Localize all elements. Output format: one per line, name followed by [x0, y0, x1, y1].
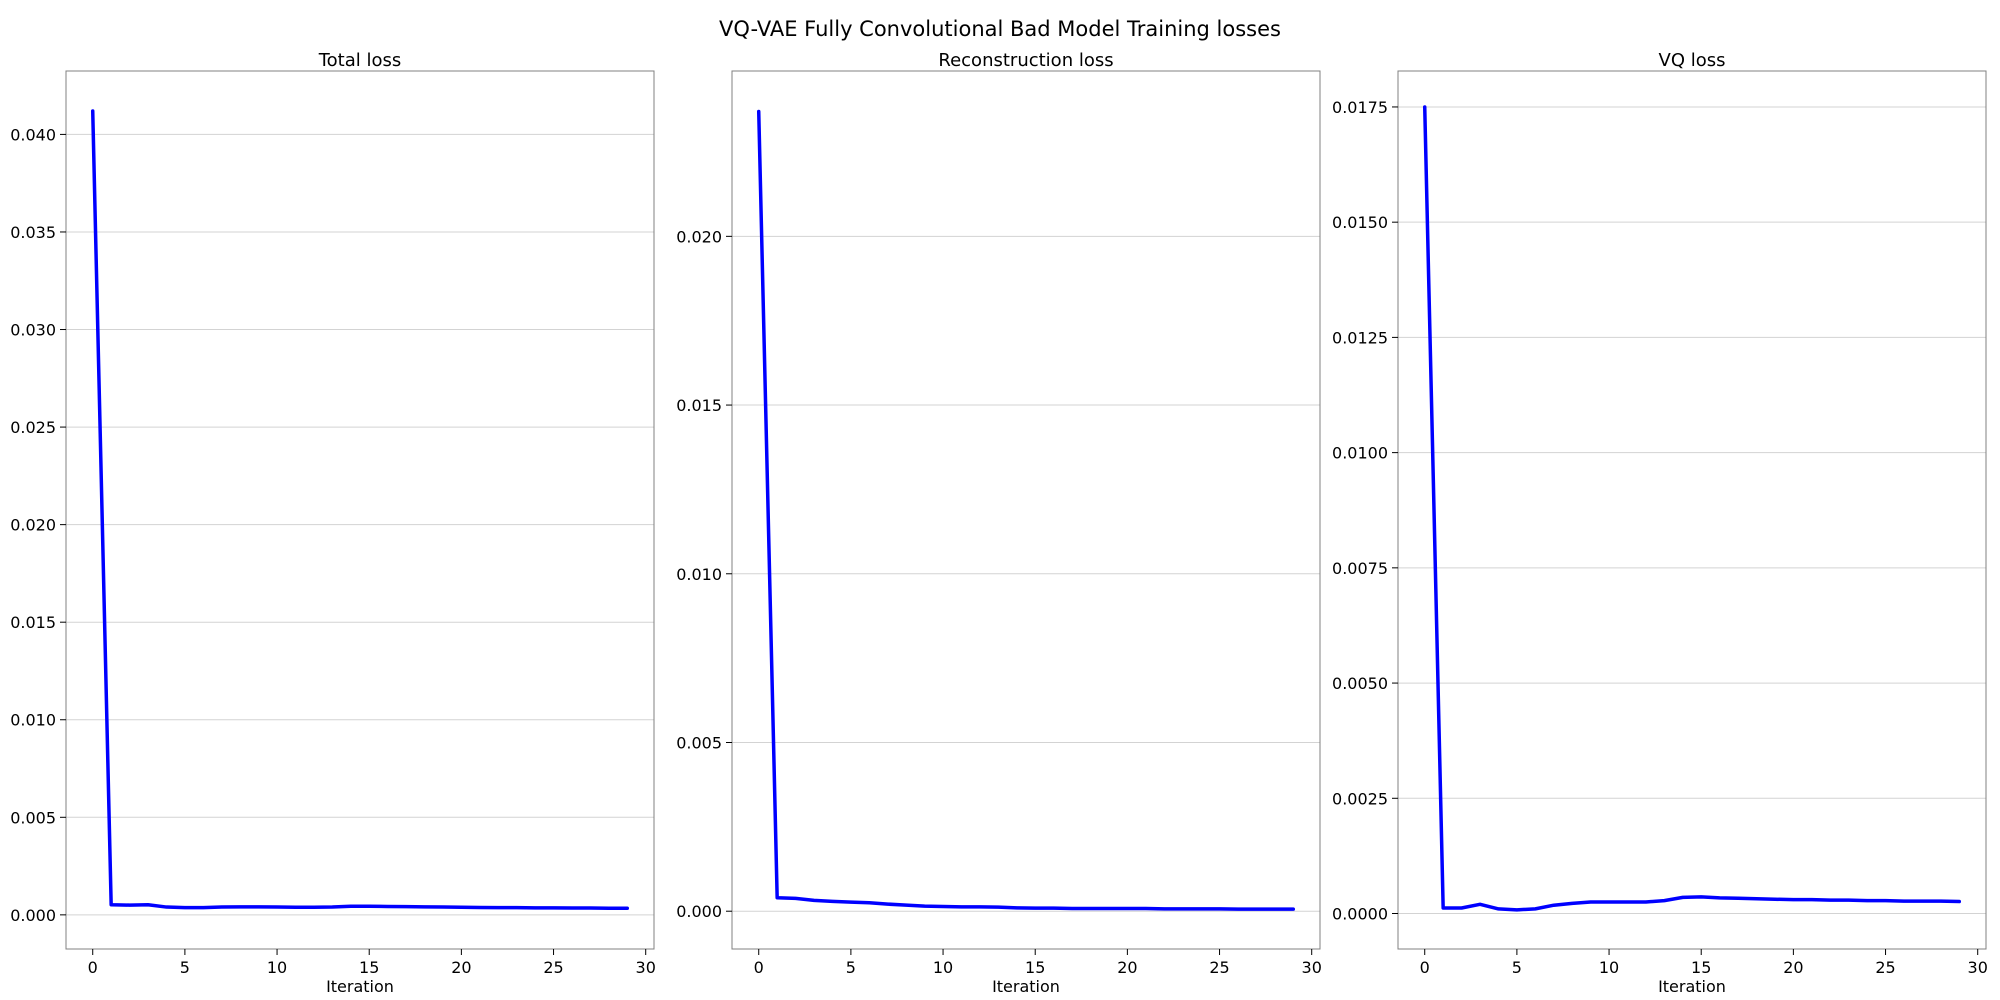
- y-tick-label: 0.005: [676, 733, 722, 752]
- x-tick-label: 20: [1117, 958, 1137, 977]
- y-tick-label: 0.010: [10, 711, 56, 730]
- x-tick-label: 30: [1968, 958, 1988, 977]
- x-tick-label: 10: [1599, 958, 1619, 977]
- axes-frame: [1397, 70, 1987, 950]
- x-tick-label: 10: [267, 958, 287, 977]
- axes-frame: [65, 70, 655, 950]
- y-tick-label: 0.000: [676, 902, 722, 921]
- x-tick-label: 0: [754, 958, 764, 977]
- y-tick-label: 0.020: [676, 227, 722, 246]
- y-tick-label: 0.0100: [1332, 444, 1388, 463]
- y-tick-label: 0.015: [10, 613, 56, 632]
- y-tick-label: 0.0125: [1332, 328, 1388, 347]
- subplot-2: 0.0000 0.0025 0.0050 0.0075 0.0100 0.0125 0.01…: [1332, 50, 1988, 996]
- x-tick-label: 25: [543, 958, 563, 977]
- x-tick-label: 25: [1209, 958, 1229, 977]
- loss-series-line: [90, 109, 630, 910]
- axes-frame: [731, 70, 1321, 950]
- x-tick-label: 5: [846, 958, 856, 977]
- x-tick-label: 20: [1783, 958, 1803, 977]
- x-tick-label: 15: [1025, 958, 1045, 977]
- x-axis-label: Iteration: [992, 977, 1060, 996]
- y-tick-label: 0.030: [10, 321, 56, 340]
- y-tick-label: 0.000: [10, 906, 56, 925]
- y-tick-label: 0.0000: [1332, 905, 1388, 924]
- loss-series-line: [756, 109, 1296, 911]
- x-tick-label: 15: [359, 958, 379, 977]
- subplot-0: 0.000 0.005 0.010 0.015 0.020 0.025 0.030 0.035…: [10, 50, 656, 996]
- y-tick-label: 0.040: [10, 125, 56, 144]
- subplot-1: 0.000 0.005 0.010 0.015 0.020 0 5 10 15 20 25 30 Rec…: [676, 50, 1322, 996]
- x-axis-label: Iteration: [326, 977, 394, 996]
- y-tick-label: 0.020: [10, 516, 56, 535]
- y-tick-label: 0.005: [10, 808, 56, 827]
- y-tick-label: 0.0025: [1332, 789, 1388, 808]
- y-tick-label: 0.010: [676, 565, 722, 584]
- x-tick-label: 25: [1875, 958, 1895, 977]
- x-tick-label: 15: [1691, 958, 1711, 977]
- y-tick-label: 0.025: [10, 418, 56, 437]
- x-tick-label: 10: [933, 958, 953, 977]
- x-tick-label: 5: [1512, 958, 1522, 977]
- y-tick-label: 0.0050: [1332, 674, 1388, 693]
- subplot-title: Reconstruction loss: [938, 50, 1113, 71]
- x-tick-label: 30: [636, 958, 656, 977]
- y-tick-label: 0.0175: [1332, 98, 1388, 117]
- subplot-panels: 0.000 0.005 0.010 0.015 0.020 0.025 0.030 0.035…: [10, 50, 1988, 996]
- x-axis-label: Iteration: [1658, 977, 1726, 996]
- subplot-title: VQ loss: [1659, 50, 1726, 71]
- x-tick-label: 0: [88, 958, 98, 977]
- loss-series-line: [1422, 105, 1962, 912]
- y-tick-label: 0.035: [10, 223, 56, 242]
- x-tick-label: 0: [1420, 958, 1430, 977]
- x-tick-label: 5: [180, 958, 190, 977]
- y-tick-label: 0.0075: [1332, 559, 1388, 578]
- y-tick-label: 0.015: [676, 396, 722, 415]
- x-tick-label: 30: [1302, 958, 1322, 977]
- subplot-title: Total loss: [318, 50, 402, 71]
- figure-suptitle: VQ-VAE Fully Convolutional Bad Model Tra…: [719, 17, 1281, 41]
- y-tick-label: 0.0150: [1332, 213, 1388, 232]
- x-tick-label: 20: [451, 958, 471, 977]
